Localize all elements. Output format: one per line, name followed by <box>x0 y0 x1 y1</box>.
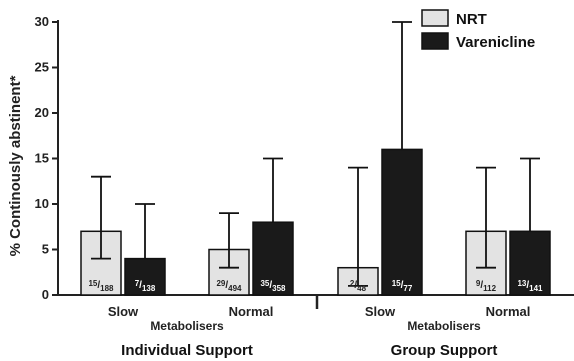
y-tick-label: 20 <box>35 105 49 120</box>
count-label: 15/188 <box>88 279 114 293</box>
y-tick-label: 25 <box>35 60 49 75</box>
legend-label: NRT <box>456 11 487 28</box>
legend-swatch <box>421 32 449 50</box>
metabolisers-label: Metabolisers <box>407 319 481 333</box>
group-label: Group Support <box>391 342 498 359</box>
bar-varenicline <box>509 230 551 296</box>
category-label: Slow <box>365 304 396 319</box>
count-label: 2/48 <box>350 279 367 293</box>
plot-area: 0 5 10 15 20 25 30 15/188 29/494 2/48 9/112 7/138 35… <box>35 9 574 359</box>
legend-label: Varenicline <box>456 34 535 51</box>
y-tick-label: 10 <box>35 196 49 211</box>
category-label: Slow <box>108 304 139 319</box>
bar-varenicline <box>124 257 166 296</box>
y-axis-label: % Continously abstinent* <box>7 75 24 256</box>
bar-varenicline <box>252 221 294 296</box>
group-label: Individual Support <box>121 342 253 359</box>
count-label: 35/358 <box>260 279 286 293</box>
y-tick-label: 15 <box>35 151 49 166</box>
count-label: 15/77 <box>392 279 413 293</box>
count-label: 29/494 <box>216 279 242 293</box>
bar-nrt <box>80 230 122 296</box>
y-tick-label: 5 <box>42 242 49 257</box>
y-tick-label: 30 <box>35 14 49 29</box>
y-tick-label: 0 <box>42 287 49 302</box>
bar-varenicline <box>381 148 423 296</box>
count-label: 13/141 <box>517 279 543 293</box>
category-label: Normal <box>486 304 531 319</box>
category-label: Normal <box>229 304 274 319</box>
count-label: 7/138 <box>135 279 156 293</box>
legend-swatch <box>421 9 449 27</box>
metabolisers-label: Metabolisers <box>150 319 224 333</box>
count-label: 9/112 <box>476 279 497 293</box>
